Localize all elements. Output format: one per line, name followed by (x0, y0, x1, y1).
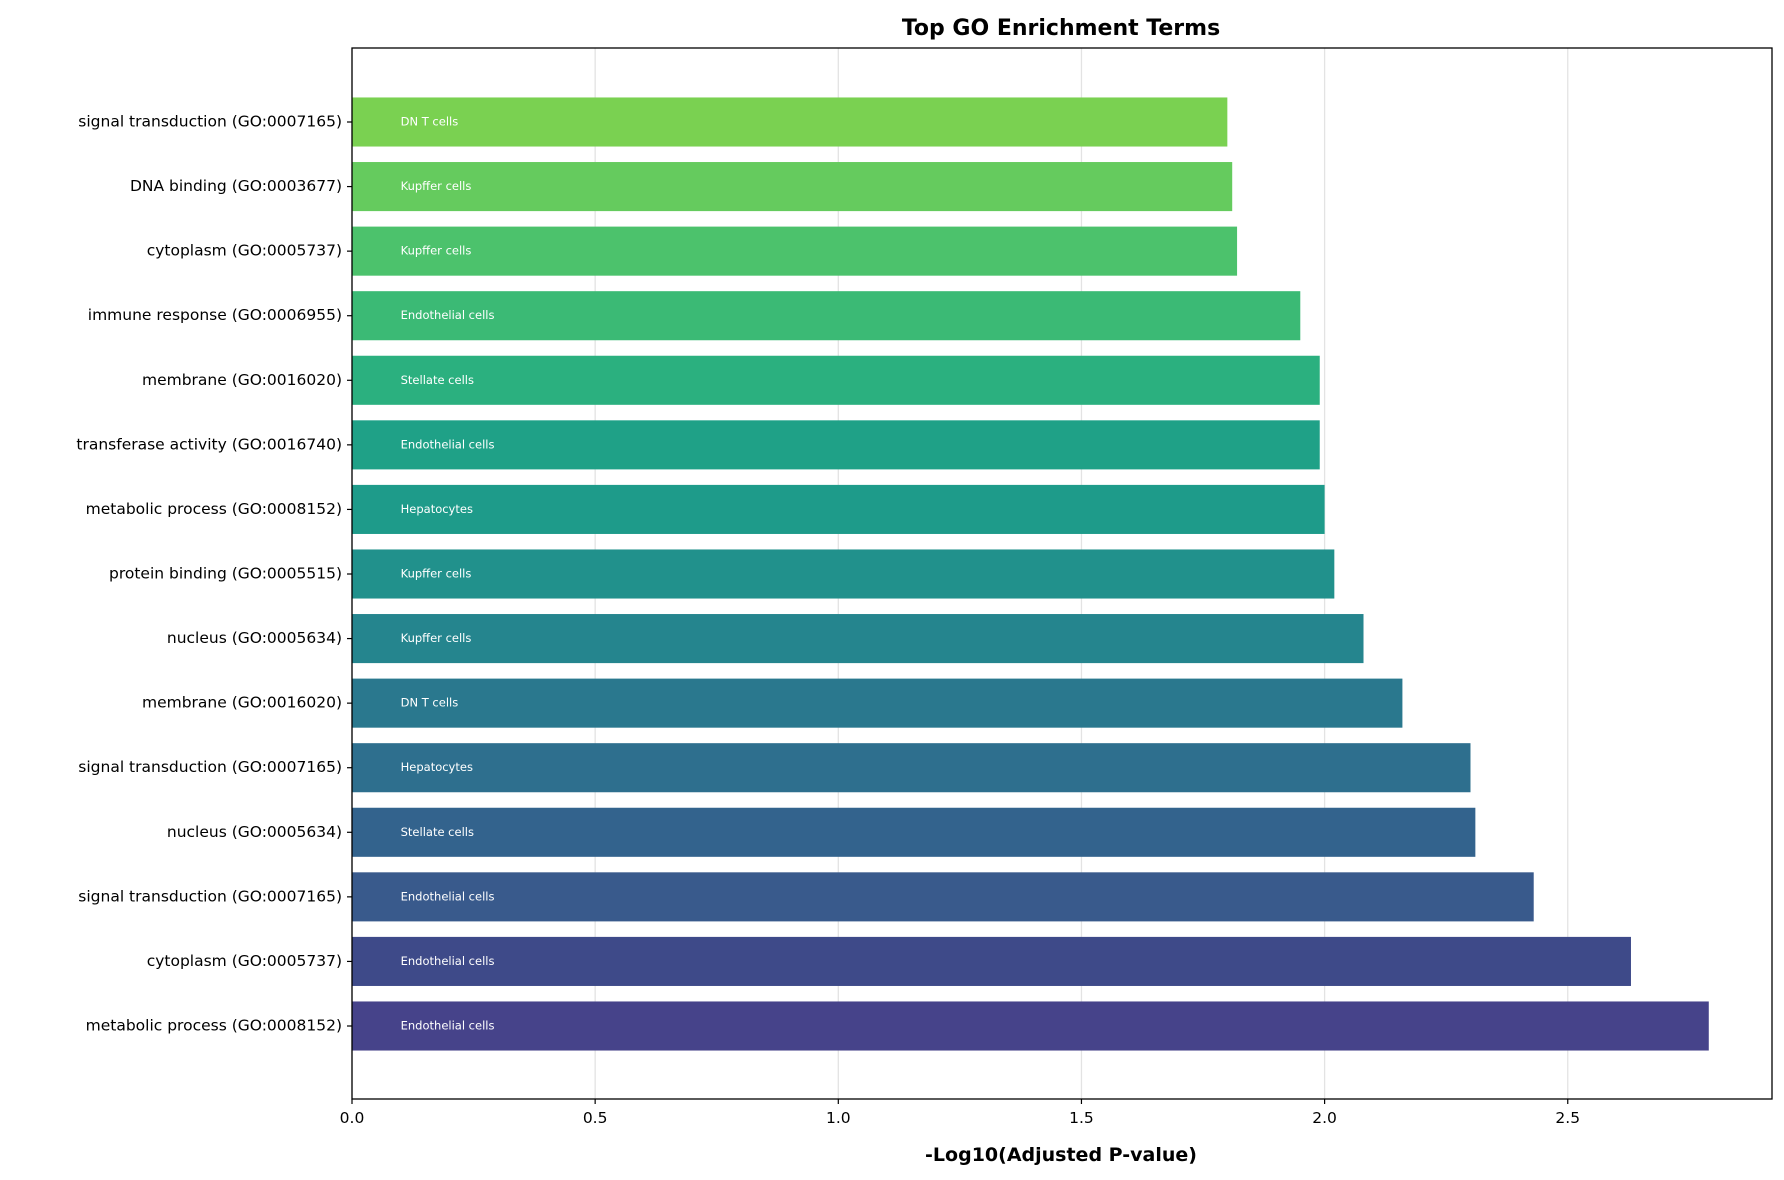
bar (352, 355, 1320, 405)
bar-label: Hepatocytes (401, 502, 473, 516)
bar-label: Kupffer cells (401, 567, 472, 581)
y-tick-label: DNA binding (GO:0003677) (130, 177, 342, 195)
x-tick-label: 0.0 (340, 1109, 365, 1127)
x-tick-labels-group: 0.0 0.5 1.0 1.5 2.0 2.5 (340, 1099, 1580, 1127)
bar-label: DN T cells (401, 115, 459, 129)
x-tick-label: 0.5 (583, 1109, 608, 1127)
y-tick-label: immune response (GO:0006955) (88, 306, 342, 324)
bars-group (352, 97, 1709, 1051)
y-tick-label: metabolic process (GO:0008152) (86, 1017, 342, 1035)
y-tick-labels-group: signal transduction (GO:0007165) DNA bind… (76, 113, 352, 1035)
bar (352, 743, 1471, 793)
bar (352, 549, 1335, 599)
bar (352, 97, 1228, 147)
bar-label: Endothelial cells (401, 437, 495, 451)
bar-label: DN T cells (401, 696, 459, 710)
bar-label: Kupffer cells (401, 179, 472, 193)
y-tick-label: nucleus (GO:0005634) (167, 629, 342, 647)
plot-frame (351, 47, 1773, 1100)
bar (352, 936, 1631, 986)
bar-label: Kupffer cells (401, 631, 472, 645)
bar (352, 226, 1238, 276)
y-tick-label: membrane (GO:0016020) (142, 694, 342, 712)
y-tick-label: cytoplasm (GO:0005737) (147, 952, 342, 970)
y-tick-label: membrane (GO:0016020) (142, 371, 342, 389)
bar (352, 484, 1325, 534)
bar-label: Endothelial cells (401, 889, 495, 903)
bar-label: Endothelial cells (401, 308, 495, 322)
y-tick-label: signal transduction (GO:0007165) (78, 887, 342, 905)
y-tick-label: signal transduction (GO:0007165) (78, 113, 342, 131)
bar-label: Kupffer cells (401, 244, 472, 258)
y-tick-label: nucleus (GO:0005634) (167, 823, 342, 841)
x-tick-label: 2.0 (1312, 1109, 1337, 1127)
bar (352, 678, 1403, 728)
x-tick-label: 2.5 (1555, 1109, 1580, 1127)
y-tick-label: signal transduction (GO:0007165) (78, 758, 342, 776)
bar (352, 420, 1320, 470)
bar-label: Hepatocytes (401, 760, 473, 774)
y-tick-label: transferase activity (GO:0016740) (76, 435, 342, 453)
x-tick-label: 1.0 (826, 1109, 851, 1127)
bar-label: Stellate cells (401, 373, 474, 387)
bar-labels-group: DN T cells Kupffer cells Kupffer cells Endo… (401, 115, 495, 1033)
bar (352, 162, 1233, 212)
bar (352, 1001, 1709, 1051)
chart-title: Top GO Enrichment Terms (902, 16, 1220, 41)
y-tick-label: protein binding (GO:0005515) (109, 565, 342, 583)
y-tick-label: cytoplasm (GO:0005737) (147, 242, 342, 260)
x-tick-label: 1.5 (1069, 1109, 1094, 1127)
bar (352, 872, 1534, 922)
bar (352, 807, 1476, 857)
bar-label: Endothelial cells (401, 1019, 495, 1033)
bar (352, 291, 1301, 341)
bar-label: Endothelial cells (401, 954, 495, 968)
x-axis-label: -Log10(Adjusted P-value) (925, 1144, 1197, 1166)
y-tick-label: metabolic process (GO:0008152) (86, 500, 342, 518)
bar-label: Stellate cells (401, 825, 474, 839)
bar (352, 614, 1364, 664)
